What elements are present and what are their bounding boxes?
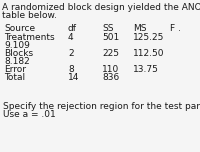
Text: SS: SS xyxy=(102,24,114,33)
Text: Source: Source xyxy=(4,24,35,33)
Text: 14: 14 xyxy=(68,73,79,82)
Text: 2: 2 xyxy=(68,49,74,58)
Text: 8: 8 xyxy=(68,65,74,74)
Text: Total: Total xyxy=(4,73,25,82)
Text: 501: 501 xyxy=(102,33,119,42)
Text: 125.25: 125.25 xyxy=(133,33,164,42)
Text: F .: F . xyxy=(170,24,181,33)
Text: 225: 225 xyxy=(102,49,119,58)
Text: 8.182: 8.182 xyxy=(4,57,30,66)
Text: A randomized block design yielded the ANOVA: A randomized block design yielded the AN… xyxy=(2,3,200,12)
Text: df: df xyxy=(68,24,77,33)
Text: Treatments: Treatments xyxy=(4,33,55,42)
Text: 836: 836 xyxy=(102,73,119,82)
Text: 9.109: 9.109 xyxy=(4,41,30,50)
Text: table below.: table below. xyxy=(2,11,57,20)
Text: Use a = .01: Use a = .01 xyxy=(3,110,56,119)
Text: 110: 110 xyxy=(102,65,119,74)
Text: 4: 4 xyxy=(68,33,74,42)
Text: Error: Error xyxy=(4,65,26,74)
Text: Specify the rejection region for the test parts.: Specify the rejection region for the tes… xyxy=(3,102,200,111)
Text: 13.75: 13.75 xyxy=(133,65,159,74)
Text: 112.50: 112.50 xyxy=(133,49,164,58)
Text: MS: MS xyxy=(133,24,146,33)
Text: Blocks: Blocks xyxy=(4,49,33,58)
